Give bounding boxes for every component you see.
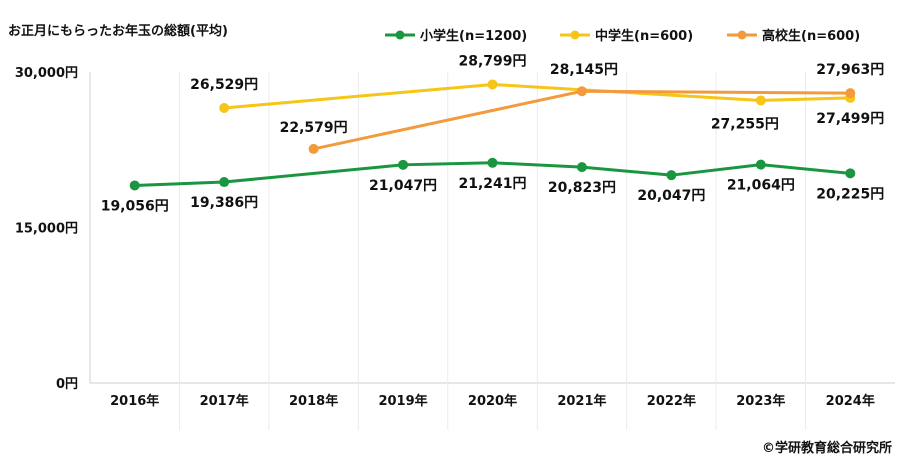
data-label: 28,799円 <box>458 53 526 69</box>
data-point <box>398 159 409 170</box>
data-point <box>219 102 230 113</box>
data-label: 21,064円 <box>727 178 795 194</box>
x-tick-label: 2019年 <box>378 393 427 409</box>
x-tick-label: 2016年 <box>110 393 159 409</box>
legend-label: 中学生(n=600) <box>595 28 693 44</box>
credit-text: ©学研教育総合研究所 <box>762 440 892 456</box>
data-point <box>487 79 498 90</box>
data-label: 27,499円 <box>816 111 884 127</box>
y-tick-label: 0円 <box>56 377 78 392</box>
x-tick-label: 2018年 <box>289 393 338 409</box>
data-label: 26,529円 <box>190 77 258 93</box>
data-point <box>219 177 230 188</box>
data-point <box>487 157 498 168</box>
legend-label: 高校生(n=600) <box>762 28 860 44</box>
data-point <box>129 180 140 191</box>
x-tick-label: 2020年 <box>468 393 517 409</box>
data-label: 27,255円 <box>711 116 779 132</box>
legend-marker <box>737 30 747 40</box>
data-point <box>576 86 587 97</box>
data-point <box>845 88 856 99</box>
x-tick-label: 2024年 <box>826 393 875 409</box>
data-label: 19,056円 <box>101 198 169 214</box>
series-group <box>129 79 856 191</box>
x-tick-label: 2017年 <box>200 393 249 409</box>
legend-marker <box>570 30 580 40</box>
data-label: 21,241円 <box>458 176 526 192</box>
data-label: 22,579円 <box>280 120 348 136</box>
data-point <box>845 168 856 179</box>
x-tick-label: 2021年 <box>557 393 606 409</box>
data-label: 20,225円 <box>816 186 884 202</box>
data-label: 21,047円 <box>369 178 437 194</box>
chart-title: お正月にもらったお年玉の総額(平均) <box>8 23 228 39</box>
legend-marker <box>395 30 405 40</box>
x-tick-label: 2022年 <box>647 393 696 409</box>
series-line <box>134 161 851 187</box>
legend-label: 小学生(n=1200) <box>420 28 527 44</box>
y-tick-label: 30,000円 <box>15 66 78 81</box>
data-label: 19,386円 <box>190 195 258 211</box>
data-label: 20,047円 <box>637 188 705 204</box>
data-point <box>308 143 319 154</box>
data-point <box>755 95 766 106</box>
y-tick-label: 15,000円 <box>15 222 78 237</box>
legend: 小学生(n=1200) 中学生(n=600) 高校生(n=600) <box>385 28 860 44</box>
x-tick-label: 2023年 <box>736 393 785 409</box>
data-label: 28,145円 <box>550 62 618 78</box>
x-axis: 2016年 2017年 2018年 2019年 2020年 2021年 2022年 2023年… <box>90 72 895 430</box>
y-axis: 0円 15,000円 30,000円 <box>15 66 91 392</box>
data-point <box>576 162 587 173</box>
data-point <box>755 159 766 170</box>
data-point <box>666 170 677 181</box>
data-label: 20,823円 <box>548 180 616 196</box>
data-label: 27,963円 <box>816 62 884 78</box>
data-labels: 19,056円 19,386円 21,047円 21,241円 20,823円 20,04… <box>101 53 885 214</box>
